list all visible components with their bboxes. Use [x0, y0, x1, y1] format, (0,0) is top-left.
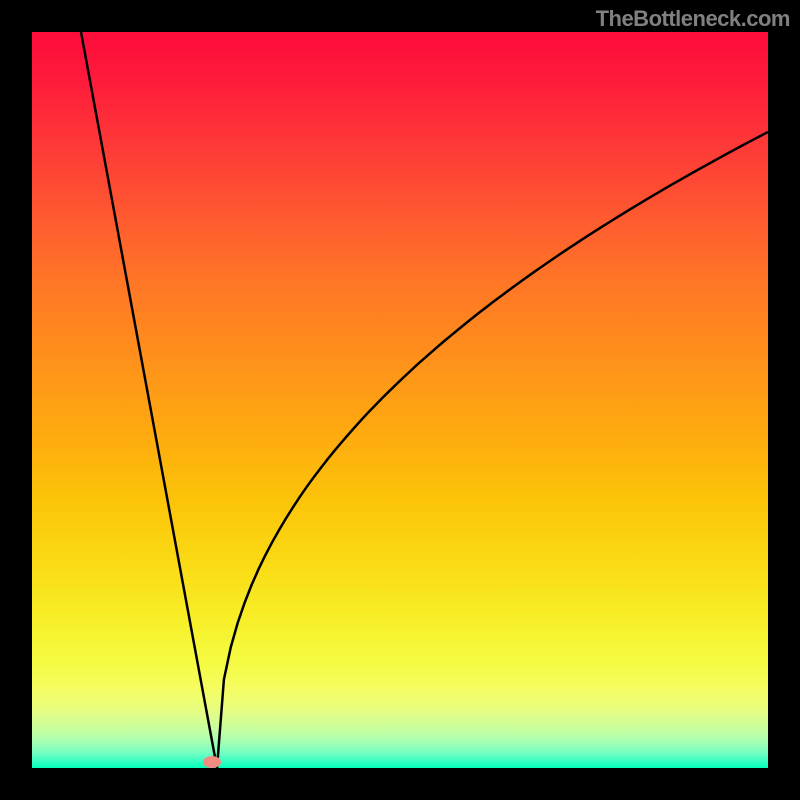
curve-svg [32, 32, 768, 768]
curve-path [81, 32, 768, 768]
watermark-text: TheBottleneck.com [596, 6, 790, 32]
bottleneck-marker [203, 756, 221, 768]
plot-area [32, 32, 768, 768]
chart-container: TheBottleneck.com [0, 0, 800, 800]
